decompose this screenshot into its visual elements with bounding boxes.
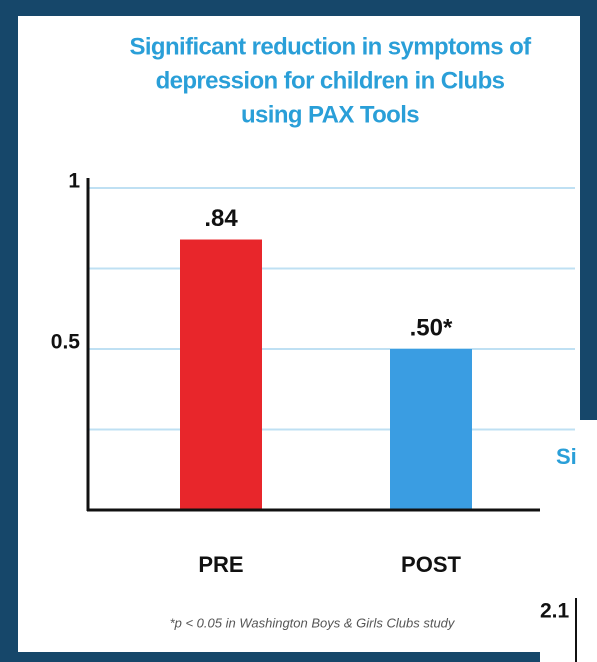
bar (390, 349, 472, 510)
y-tick-label: 0.5 (51, 331, 81, 354)
value-label: .84 (204, 205, 238, 232)
y-tick-label: 1 (68, 170, 80, 193)
bar (180, 239, 262, 510)
value-label: .50* (410, 314, 453, 341)
chart-title: using PAX Tools (241, 101, 419, 128)
partial-panel (540, 420, 597, 662)
footnote: *p < 0.05 in Washington Boys & Girls Clu… (170, 615, 456, 630)
partial-tick: 2.1 (540, 600, 570, 623)
partial-title: Si (556, 444, 577, 469)
chart-title: depression for children in Clubs (156, 67, 505, 94)
chart-title: Significant reduction in symptoms of (129, 33, 532, 60)
panel (18, 16, 580, 652)
x-tick-label: POST (401, 552, 461, 577)
x-tick-label: PRE (198, 552, 243, 577)
